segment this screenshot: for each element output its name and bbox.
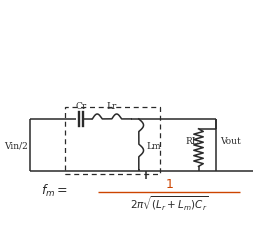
Text: Lr: Lr <box>107 102 117 111</box>
Text: Cr: Cr <box>75 102 87 111</box>
Text: Vout: Vout <box>220 136 241 145</box>
Text: RL: RL <box>185 136 198 145</box>
Text: Lm: Lm <box>146 141 161 150</box>
Text: Vin/2: Vin/2 <box>4 141 28 150</box>
Text: $2\pi\sqrt{(L_r+L_m)C_r}$: $2\pi\sqrt{(L_r+L_m)C_r}$ <box>130 194 208 212</box>
Text: $f_m =$: $f_m =$ <box>41 182 68 198</box>
Bar <box>65 108 160 175</box>
Text: $1$: $1$ <box>165 177 173 190</box>
